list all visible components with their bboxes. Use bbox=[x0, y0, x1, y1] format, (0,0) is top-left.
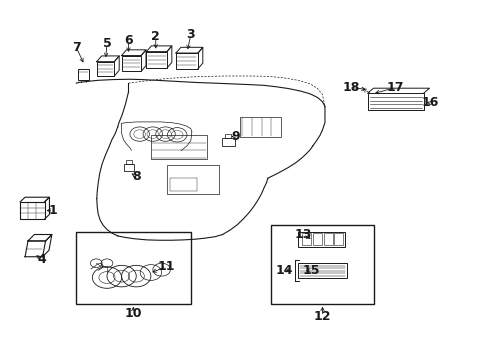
Bar bbox=[123, 163, 134, 171]
Text: 18: 18 bbox=[342, 81, 359, 94]
Text: 16: 16 bbox=[420, 96, 438, 109]
Bar bbox=[97, 62, 114, 76]
Text: 12: 12 bbox=[313, 310, 330, 323]
Bar bbox=[76, 232, 190, 304]
Bar bbox=[126, 160, 132, 163]
Bar bbox=[298, 263, 346, 278]
Text: 15: 15 bbox=[303, 264, 320, 277]
Text: 9: 9 bbox=[231, 130, 240, 143]
Bar bbox=[122, 55, 141, 71]
Text: 8: 8 bbox=[132, 170, 140, 183]
Text: 4: 4 bbox=[38, 253, 46, 266]
Text: 11: 11 bbox=[158, 260, 175, 273]
Bar bbox=[239, 117, 281, 137]
Bar bbox=[146, 51, 166, 68]
Text: 1: 1 bbox=[49, 204, 58, 217]
Text: 14: 14 bbox=[275, 264, 293, 277]
Bar bbox=[151, 135, 206, 159]
Text: 7: 7 bbox=[72, 41, 81, 54]
Text: 6: 6 bbox=[124, 34, 132, 48]
Bar bbox=[367, 93, 423, 111]
Text: 10: 10 bbox=[124, 307, 142, 320]
Text: 3: 3 bbox=[186, 28, 195, 41]
Text: 13: 13 bbox=[294, 228, 311, 241]
Bar bbox=[222, 138, 234, 145]
Bar bbox=[323, 233, 332, 245]
Bar bbox=[78, 69, 89, 80]
Bar bbox=[225, 134, 231, 138]
Bar bbox=[302, 233, 310, 245]
Bar bbox=[334, 233, 343, 245]
Bar bbox=[271, 225, 373, 304]
Text: 5: 5 bbox=[102, 37, 111, 50]
Bar bbox=[167, 165, 218, 194]
Text: 2: 2 bbox=[151, 30, 160, 43]
Text: 17: 17 bbox=[386, 81, 404, 94]
Bar bbox=[176, 53, 198, 69]
Bar bbox=[170, 178, 197, 191]
Bar bbox=[20, 202, 44, 219]
Bar bbox=[298, 231, 344, 247]
Bar bbox=[312, 233, 321, 245]
